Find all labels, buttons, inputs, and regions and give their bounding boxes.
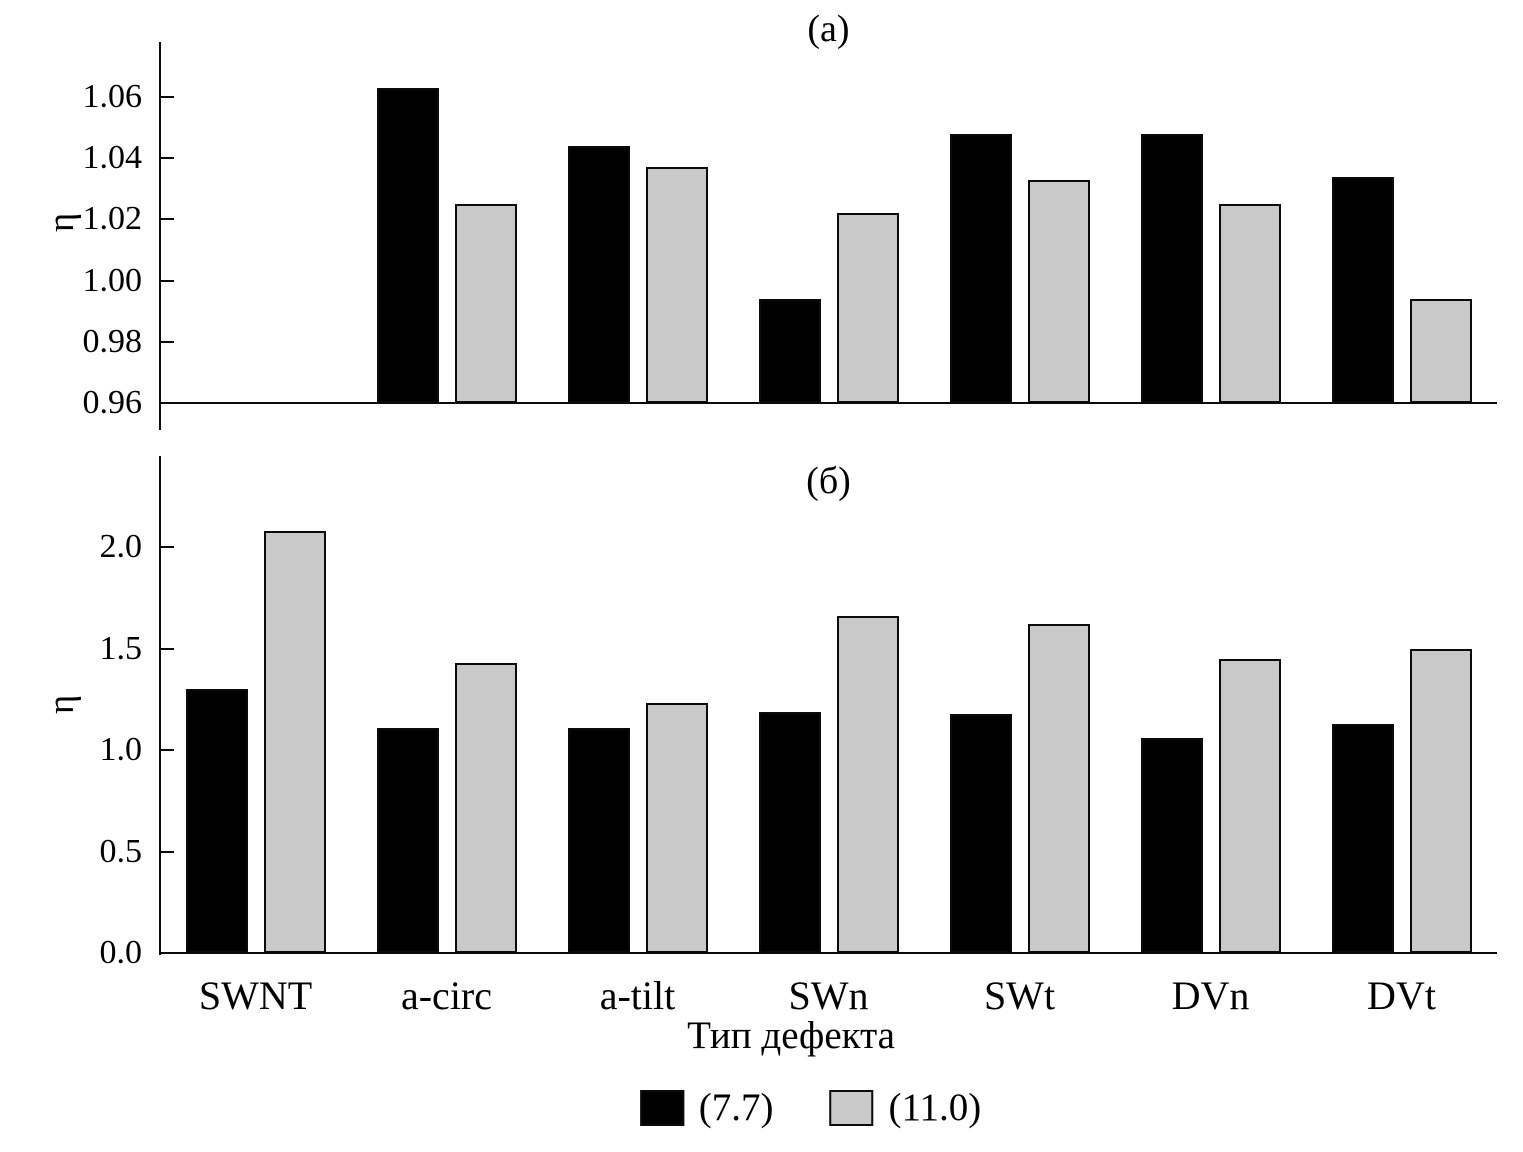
bar-a-DVt-series1 (1409, 298, 1472, 403)
bar-a-DVn-series0 (1140, 133, 1203, 403)
bar-a-DVt-series0 (1331, 176, 1394, 403)
y-tick-b-1.5 (161, 647, 174, 650)
bar-b-a-circ-series1 (454, 662, 517, 953)
bar-b-DVt-series1 (1409, 648, 1472, 953)
y-tick-label-b-0.0: 0.0 (99, 934, 143, 971)
y-tick-label-a-0.96: 0.96 (82, 384, 143, 421)
bar-a-SWt-series0 (949, 133, 1012, 403)
y-tick-label-b-2.0: 2.0 (99, 528, 143, 566)
y-tick-a-1.02 (161, 218, 174, 221)
bar-a-SWt-series1 (1027, 179, 1090, 403)
bar-a-a-tilt-series0 (567, 146, 630, 403)
bar-a-a-circ-series0 (376, 87, 439, 403)
y-tick-b-1.0 (161, 749, 174, 752)
bar-b-DVn-series0 (1140, 737, 1203, 953)
bar-b-SWn-series1 (836, 616, 899, 953)
y-tick-a-1.06 (161, 96, 174, 99)
bar-b-a-tilt-series1 (645, 703, 708, 953)
x-tick-label-a-circ: a-circ (400, 973, 492, 1018)
bar-b-SWt-series0 (949, 713, 1012, 953)
y-tick-label-a-1.06: 1.06 (82, 78, 143, 116)
x-tick-label-SWNT: SWNT (198, 973, 313, 1018)
x-tick-label-DVn: DVn (1171, 973, 1250, 1018)
bar-b-SWNT-series1 (263, 531, 326, 953)
x-tick-label-a-tilt: a-tilt (599, 973, 676, 1018)
legend-item-7-7: (7.7) (639, 1086, 774, 1129)
y-tick-label-b-1.0: 1.0 (99, 731, 143, 769)
y-tick-label-a-1.00: 1.00 (82, 261, 143, 299)
panel-b-y-axis-label: η (41, 694, 83, 715)
panel-a-y-axis-line (159, 42, 161, 430)
x-tick-label-DVt: DVt (1367, 973, 1436, 1018)
bar-b-DVt-series0 (1331, 723, 1394, 953)
panel-a-title: (а) (807, 8, 850, 50)
y-tick-label-a-1.02: 1.02 (82, 200, 143, 238)
x-tick-label-SWt: SWt (983, 973, 1056, 1018)
y-tick-label-b-0.5: 0.5 (99, 832, 143, 870)
legend-label-11-0: (11.0) (888, 1086, 982, 1129)
y-tick-a-0.98 (161, 340, 174, 343)
bar-b-a-circ-series0 (376, 727, 439, 953)
y-tick-b-0.5 (161, 850, 174, 853)
bar-a-SWn-series0 (758, 298, 821, 403)
bar-b-SWt-series1 (1027, 624, 1090, 953)
y-tick-label-a-1.04: 1.04 (82, 139, 143, 177)
y-tick-a-1.00 (161, 279, 174, 282)
legend-swatch-black (639, 1089, 684, 1126)
x-axis-title: Тип дефекта (687, 1014, 895, 1057)
bar-a-a-circ-series1 (454, 204, 517, 403)
legend-item-11-0: (11.0) (829, 1088, 981, 1127)
y-tick-a-0.96 (161, 402, 174, 404)
bar-b-DVn-series1 (1218, 658, 1281, 953)
legend-swatch-gray (829, 1089, 874, 1126)
bar-a-a-tilt-series1 (645, 167, 708, 403)
panel-b-y-axis-line (159, 456, 161, 955)
y-tick-b-0.0 (161, 952, 174, 954)
y-tick-label-a-0.98: 0.98 (82, 322, 143, 360)
bar-a-DVn-series1 (1218, 204, 1281, 403)
y-tick-b-2.0 (161, 546, 174, 549)
panel-a-x-axis-line (160, 402, 1497, 404)
y-tick-a-1.04 (161, 157, 174, 160)
bar-a-SWn-series1 (836, 213, 899, 403)
legend: (7.7) (11.0) (639, 1086, 981, 1129)
legend-label-7-7: (7.7) (698, 1086, 774, 1129)
panel-b-title: (б) (806, 460, 851, 502)
x-tick-label-SWn: SWn (788, 973, 869, 1018)
panel-b-x-axis-line (160, 952, 1497, 954)
y-tick-label-b-1.5: 1.5 (99, 629, 143, 667)
bar-b-a-tilt-series0 (567, 727, 630, 953)
bar-b-SWNT-series0 (185, 689, 248, 953)
bar-b-SWn-series0 (758, 711, 821, 953)
